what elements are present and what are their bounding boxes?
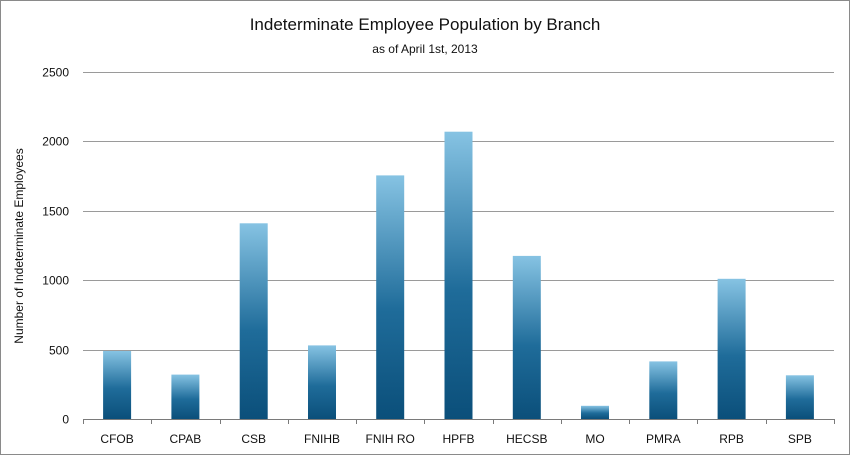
y-axis-label: Number of Indeterminate Employees: [12, 148, 26, 343]
bar-spb: [785, 375, 814, 419]
bar-hpfb: [444, 131, 473, 419]
x-tick-label: PMRA: [646, 432, 681, 446]
x-tick-label: CFOB: [100, 432, 133, 446]
y-tick-label: 1500: [42, 205, 69, 219]
chart-subtitle: as of April 1st, 2013: [372, 42, 478, 56]
x-tick-label: SPB: [788, 432, 812, 446]
x-tick-labels: CFOB CPAB CSB FNIHB FNIH RO HPFB HECSB MO PMRA RP…: [83, 419, 835, 446]
bar-pmra: [649, 361, 678, 419]
bars: [103, 131, 814, 419]
x-tick-label: CPAB: [170, 432, 202, 446]
y-tick-labels: 0 500 1000 1500 2000 2500: [42, 66, 69, 427]
bar-mo: [581, 405, 609, 419]
bar-cpab: [171, 374, 200, 419]
y-tick-label: 2500: [42, 66, 69, 80]
y-tick-label: 2000: [42, 135, 69, 149]
bar-fnihb: [308, 345, 336, 419]
y-tick-label: 0: [62, 413, 69, 427]
chart-title: Indeterminate Employee Population by Bra…: [250, 15, 601, 34]
y-tick-label: 500: [49, 344, 69, 358]
bar-rpb: [717, 278, 746, 419]
x-tick-label: RPB: [719, 432, 744, 446]
x-tick-label: HPFB: [442, 432, 474, 446]
bar-csb: [239, 223, 268, 419]
bar-hecsb: [512, 255, 541, 419]
x-tick-label: MO: [585, 432, 604, 446]
x-tick-label: FNIHB: [304, 432, 340, 446]
x-tick-label: HECSB: [506, 432, 547, 446]
x-tick-label: CSB: [241, 432, 266, 446]
bar-fnih-ro: [376, 175, 405, 419]
x-tick-label: FNIH RO: [366, 432, 415, 446]
bar-cfob: [103, 351, 132, 419]
y-tick-label: 1000: [42, 274, 69, 288]
